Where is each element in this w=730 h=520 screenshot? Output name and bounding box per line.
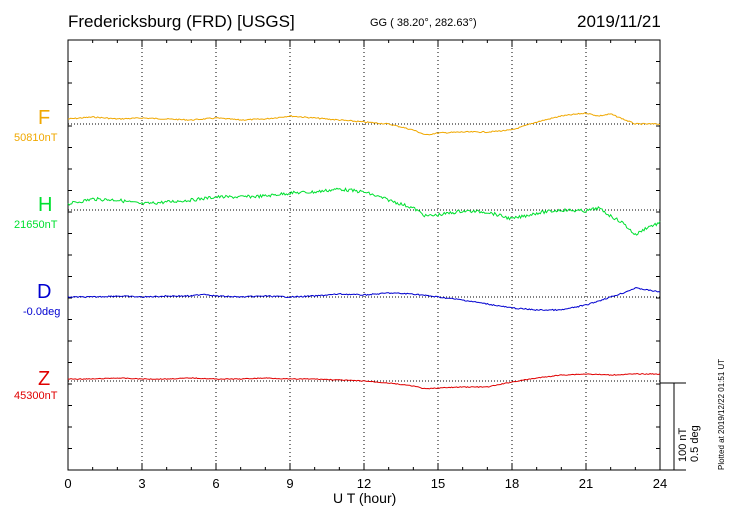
- x-tick-label: 9: [286, 476, 293, 491]
- channel-baseline-z: 45300nT: [14, 390, 58, 402]
- x-tick-label: 15: [431, 476, 445, 491]
- channel-letter-z: Z: [38, 368, 51, 390]
- scale-deg-label: 0.5 deg: [689, 425, 701, 462]
- date-label: 2019/11/21: [577, 12, 661, 31]
- chart-title: Fredericksburg (FRD) [USGS]: [68, 12, 295, 31]
- x-tick-label: 3: [138, 476, 145, 491]
- series-line-f: [68, 112, 661, 136]
- channel-baseline-d: -0.0deg: [23, 306, 61, 318]
- x-tick-label: 0: [64, 476, 71, 491]
- channel-letter-h: H: [38, 194, 53, 216]
- channel-letter-f: F: [38, 107, 51, 129]
- scale-bar-label: 100 nT 0.5 deg: [677, 425, 701, 462]
- series-line-z: [67, 373, 661, 390]
- coordinates-label: GG ( 38.20°, 282.63°): [370, 17, 477, 29]
- x-tick-label: 18: [505, 476, 519, 491]
- x-axis-label: U T (hour): [333, 490, 397, 506]
- x-tick-label: 21: [579, 476, 593, 491]
- x-tick-label: 6: [212, 476, 219, 491]
- x-tick-label: 24: [653, 476, 667, 491]
- series-line-d: [67, 287, 661, 312]
- channel-baseline-h: 21650nT: [14, 219, 58, 231]
- channel-baseline-f: 50810nT: [14, 132, 58, 144]
- scale-nt-label: 100 nT: [677, 427, 689, 462]
- plotted-timestamp: Plotted at 2019/12/22 01:51 UT: [717, 358, 726, 470]
- x-tick-label: 12: [357, 476, 371, 491]
- channel-letter-d: D: [37, 281, 52, 303]
- series-line-h: [67, 187, 661, 236]
